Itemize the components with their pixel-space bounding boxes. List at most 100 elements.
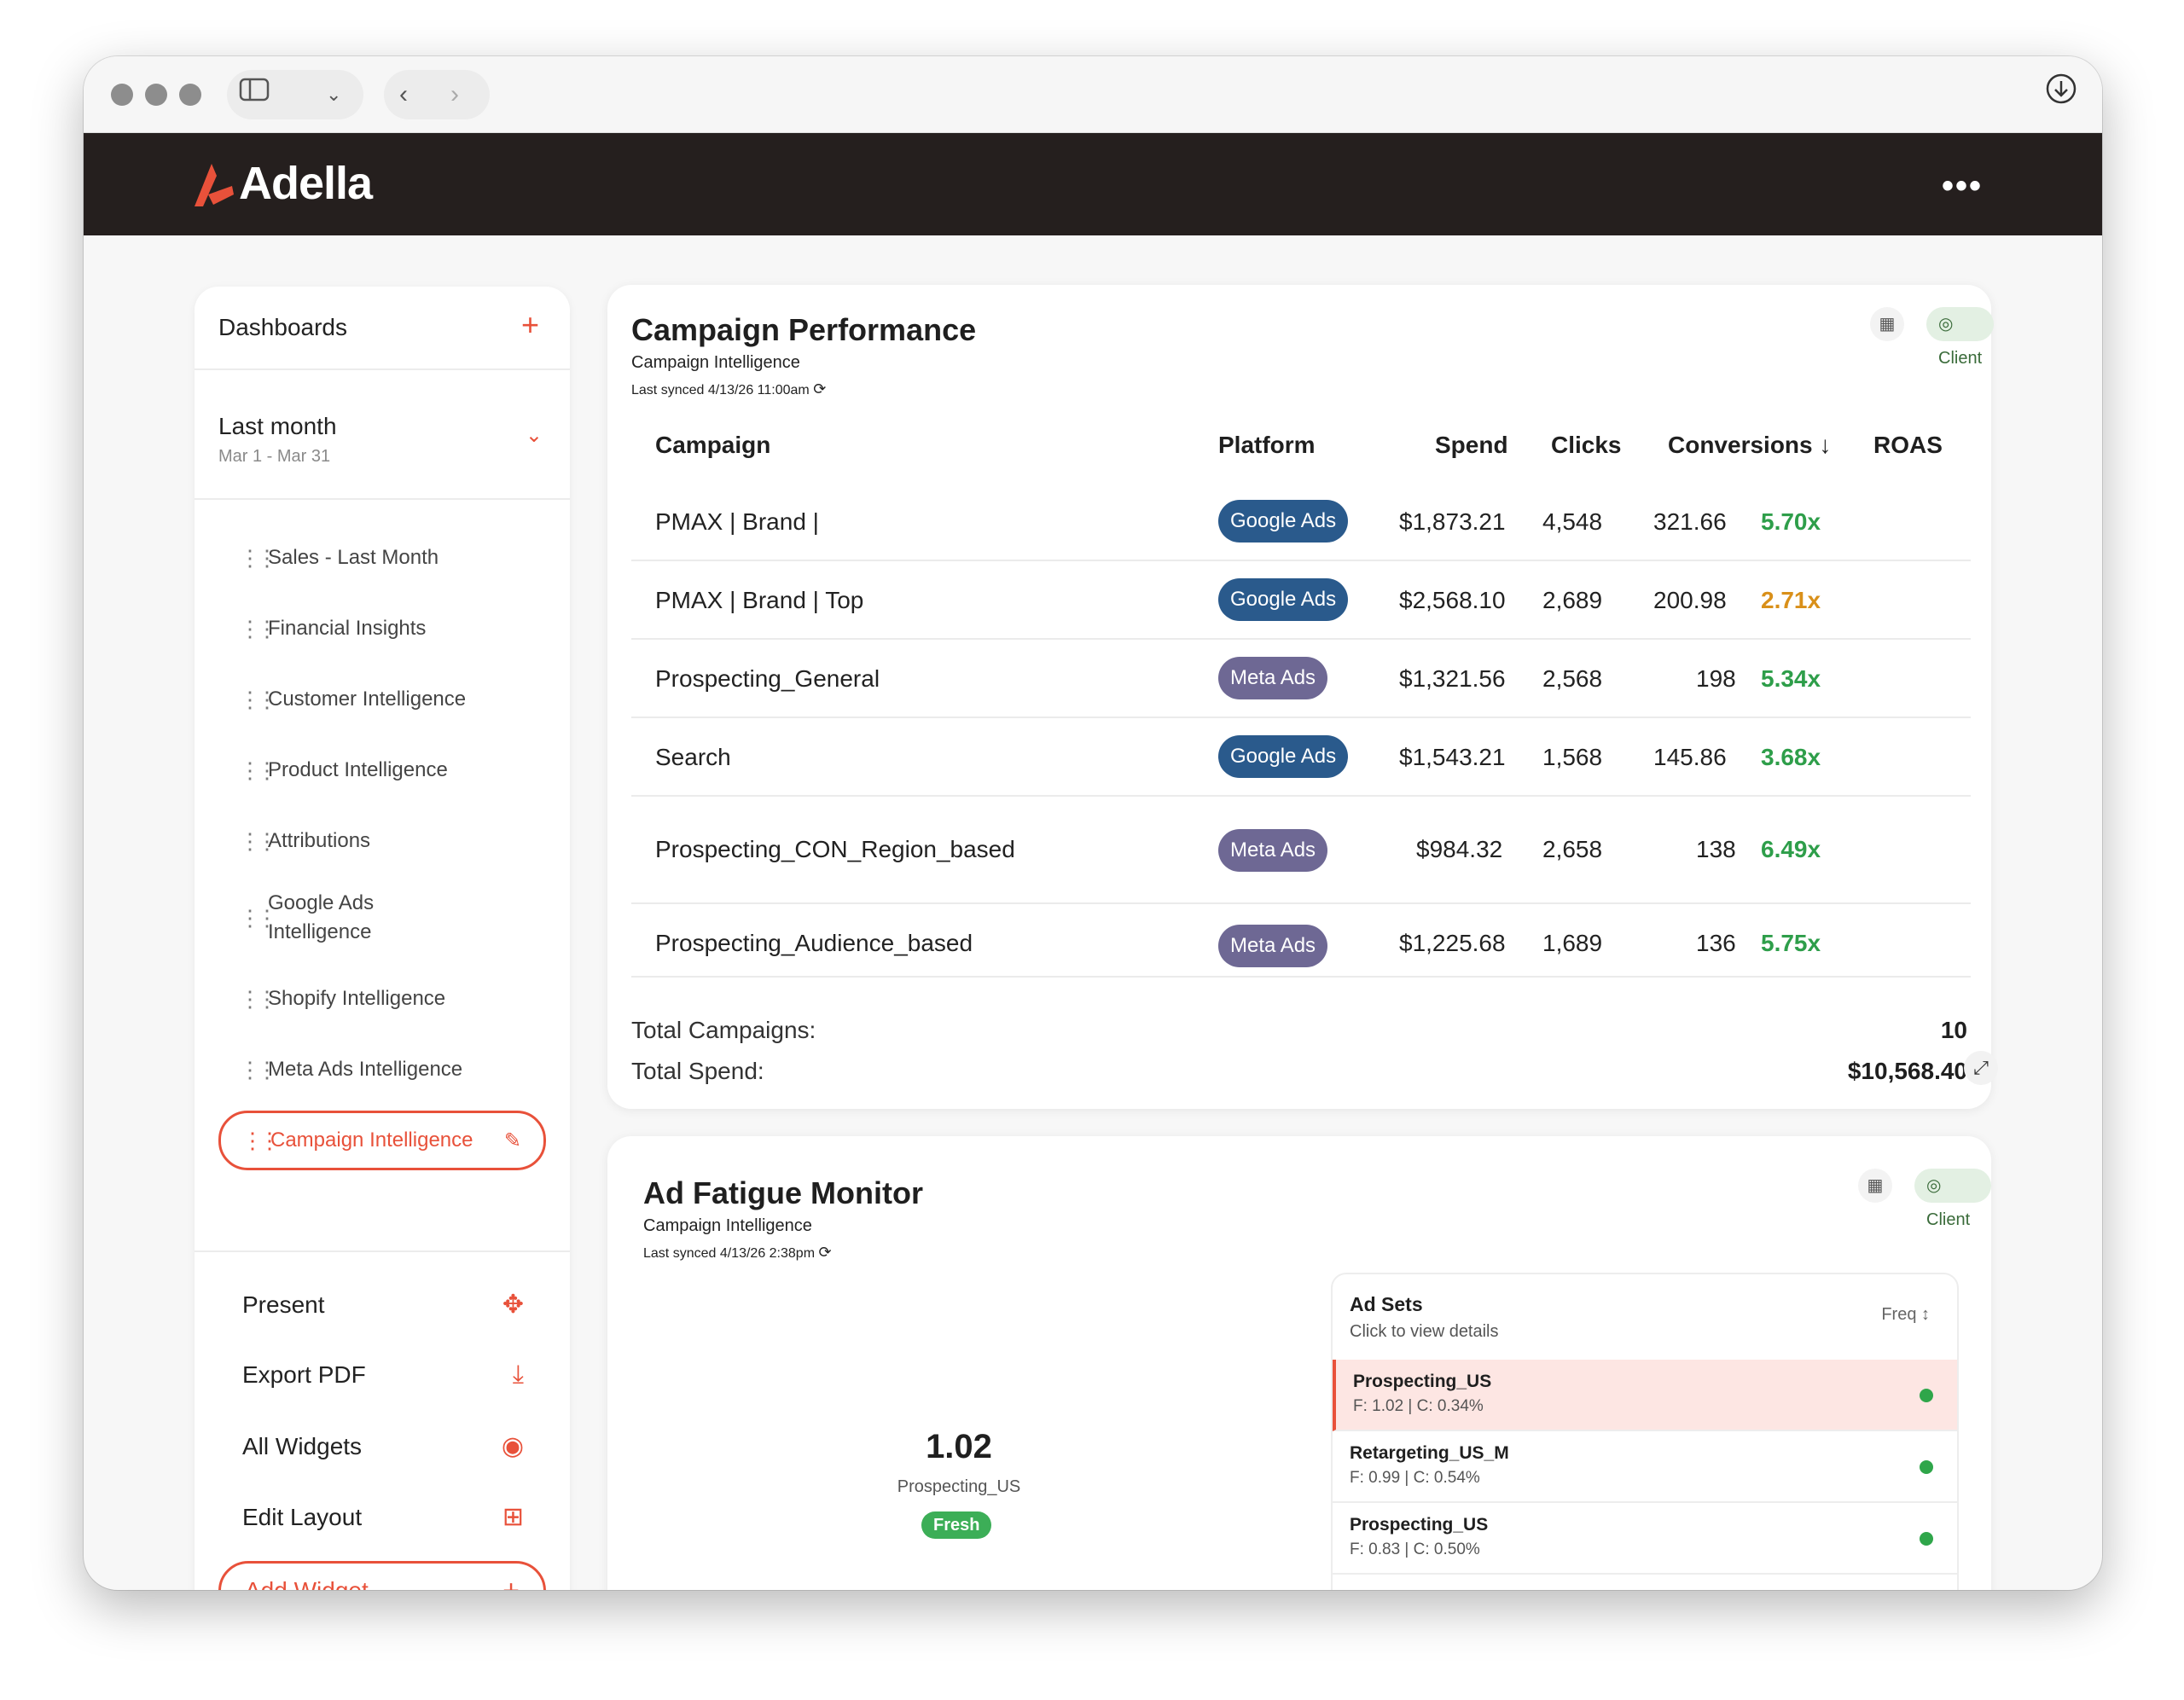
expand-icon[interactable]: ⤢ [1964, 1051, 1998, 1085]
drag-handle-icon[interactable]: ⋮⋮ [239, 686, 278, 712]
edit-layout-button[interactable]: Edit Layout ⊞ [242, 1502, 524, 1532]
total-spend-value: $10,568.40 [1847, 1058, 1967, 1084]
drag-handle-icon[interactable]: ⋮⋮ [239, 1056, 278, 1082]
spend-value: $1,225.68 [1399, 930, 1506, 956]
campaign-name: Search [655, 744, 731, 770]
back-arrow-icon[interactable]: ‹ [399, 80, 408, 108]
chevron-down-icon[interactable]: ⌄ [326, 84, 342, 105]
sidebar-item-attributions[interactable]: ⋮⋮ Attributions [218, 815, 546, 867]
sidebar-item-label: Shopify Intelligence [268, 987, 446, 1010]
campaign-name: Prospecting_General [655, 665, 880, 692]
ad-set-metrics: F: 1.02 | C: 0.34% [1353, 1397, 1484, 1415]
table-row[interactable]: Prospecting_Audience_based Meta Ads $1,2… [631, 904, 1971, 978]
ad-sets-title: Ad Sets [1350, 1293, 1423, 1315]
spend-value: $1,543.21 [1399, 744, 1506, 770]
total-campaigns-label: Total Campaigns: [631, 1017, 816, 1043]
column-header-conversions[interactable]: Conversions ↓ [1668, 432, 1832, 458]
date-range-title[interactable]: Last month [218, 413, 337, 439]
pencil-icon[interactable]: ✎ [503, 1128, 521, 1152]
ad-set-row[interactable]: Retargeting_US_M F: 0.99 | C: 0.54% [1333, 1431, 1957, 1503]
focus-ad-set-name: Prospecting_US [897, 1477, 1021, 1496]
conversions-value: 136 [1696, 930, 1736, 956]
refresh-icon[interactable]: ⟳ [818, 1244, 832, 1261]
column-header-spend[interactable]: Spend [1435, 432, 1508, 458]
total-campaigns-value: 10 [1940, 1017, 1967, 1043]
client-visibility-badge[interactable]: ◎ Client [1914, 1169, 1991, 1229]
more-options-icon[interactable]: ••• [1941, 167, 1983, 205]
eye-icon: ◎ [1938, 315, 1954, 334]
ad-set-row[interactable]: Prospecting_US F: 0.83 | C: 0.50% [1333, 1503, 1957, 1575]
drag-handle-icon[interactable]: ⋮⋮ [239, 757, 278, 783]
calendar-icon[interactable]: ▦ [1858, 1169, 1892, 1203]
sidebar-item-product-intelligence[interactable]: ⋮⋮ Product Intelligence [218, 745, 546, 796]
sidebar-item-meta-ads-intelligence[interactable]: ⋮⋮ Meta Ads Intelligence [218, 1044, 546, 1095]
calendar-icon[interactable]: ▦ [1870, 307, 1904, 341]
sidebar-item-customer-intelligence[interactable]: ⋮⋮ Customer Intelligence [218, 674, 546, 725]
table-row[interactable]: PMAX | Brand | Top Google Ads $2,568.10 … [631, 561, 1971, 640]
add-widget-button[interactable]: Add Widget + [218, 1561, 546, 1590]
eye-icon: ◎ [1926, 1176, 1942, 1195]
export-pdf-button[interactable]: Export PDF ⤓ [242, 1361, 524, 1390]
date-range-subtitle: Mar 1 - Mar 31 [218, 447, 331, 466]
total-spend-label: Total Spend: [631, 1058, 764, 1084]
clicks-value: 4,548 [1542, 508, 1603, 535]
table-row[interactable]: PMAX | Brand | Google Ads $1,873.21 4,54… [631, 483, 1971, 561]
status-dot-icon [1920, 1532, 1933, 1546]
roas-value: 5.34x [1761, 665, 1821, 692]
ad-set-row-selected[interactable]: Prospecting_US F: 1.02 | C: 0.34% [1333, 1360, 1957, 1431]
close-window-button[interactable] [111, 84, 133, 106]
zoom-window-button[interactable] [179, 84, 201, 106]
ad-set-name: Prospecting_US [1353, 1372, 1492, 1391]
table-row[interactable]: Search Google Ads $1,543.21 1,568 145.86… [631, 718, 1971, 797]
sidebar-item-sales-last-month[interactable]: ⋮⋮ Sales - Last Month [218, 532, 546, 583]
eye-icon: ◉ [501, 1432, 524, 1460]
drag-handle-icon[interactable]: ⋮⋮ [239, 615, 278, 641]
minimize-window-button[interactable] [145, 84, 167, 106]
chevron-down-icon[interactable]: ⌄ [525, 424, 543, 447]
download-icon[interactable] [2044, 72, 2078, 123]
app-name[interactable]: Adella [239, 158, 373, 209]
drag-handle-icon[interactable]: ⋮⋮ [241, 1127, 281, 1153]
ad-sets-subtitle: Click to view details [1350, 1322, 1499, 1341]
spend-value: $1,873.21 [1399, 508, 1506, 535]
column-header-campaign[interactable]: Campaign [655, 432, 771, 458]
sidebar-item-shopify-intelligence[interactable]: ⋮⋮ Shopify Intelligence [218, 973, 546, 1024]
drag-handle-icon[interactable]: ⋮⋮ [239, 985, 278, 1012]
forward-arrow-icon[interactable]: › [450, 80, 459, 108]
action-label: All Widgets [242, 1432, 363, 1459]
card-title: Campaign Performance [631, 312, 977, 347]
column-header-roas[interactable]: ROAS [1873, 432, 1943, 458]
sidebar-item-google-ads-intelligence[interactable]: ⋮⋮ Google Ads Intelligence [218, 884, 546, 952]
client-visibility-badge[interactable]: ◎ Client [1926, 307, 1995, 368]
adella-logo-icon [191, 160, 235, 212]
present-icon: ✥ [502, 1291, 524, 1319]
table-row[interactable]: Prospecting_General Meta Ads $1,321.56 2… [631, 640, 1971, 718]
last-synced-text: Last synced 4/13/26 11:00am ⟳ [631, 380, 827, 397]
sidebar-item-label: Customer Intelligence [268, 688, 467, 711]
sidebar-item-financial-insights[interactable]: ⋮⋮ Financial Insights [218, 603, 546, 654]
drag-handle-icon[interactable]: ⋮⋮ [239, 544, 278, 571]
app-header: Adella ••• [84, 133, 2102, 235]
column-header-clicks[interactable]: Clicks [1551, 432, 1622, 458]
card-subtitle: Campaign Intelligence [643, 1216, 812, 1235]
present-button[interactable]: Present ✥ [242, 1290, 524, 1320]
clicks-value: 1,568 [1542, 744, 1603, 770]
sidebar-toggle-icon[interactable] [239, 70, 270, 119]
sidebar-item-campaign-intelligence[interactable]: ⋮⋮ Campaign Intelligence ✎ [218, 1111, 546, 1170]
campaign-name: PMAX | Brand | Top [655, 587, 864, 613]
drag-handle-icon[interactable]: ⋮⋮ [239, 904, 278, 931]
status-dot-icon [1920, 1389, 1933, 1402]
roas-value: 2.71x [1761, 587, 1821, 613]
add-dashboard-icon[interactable]: + [520, 307, 539, 342]
sidebar-item-label: Meta Ads Intelligence [268, 1058, 463, 1081]
drag-handle-icon[interactable]: ⋮⋮ [239, 827, 278, 854]
roas-value: 5.75x [1761, 930, 1821, 956]
action-label: Export PDF [242, 1361, 366, 1388]
platform-badge: Meta Ads [1218, 925, 1328, 967]
all-widgets-button[interactable]: All Widgets ◉ [242, 1431, 524, 1461]
refresh-icon[interactable]: ⟳ [813, 380, 827, 397]
frequency-sort-toggle[interactable]: Freq ↕ [1881, 1305, 1930, 1324]
column-header-platform[interactable]: Platform [1218, 432, 1316, 458]
table-row[interactable]: Prospecting_CON_Region_based Meta Ads $9… [631, 797, 1971, 904]
sidebar-item-label: Attributions [268, 829, 371, 852]
